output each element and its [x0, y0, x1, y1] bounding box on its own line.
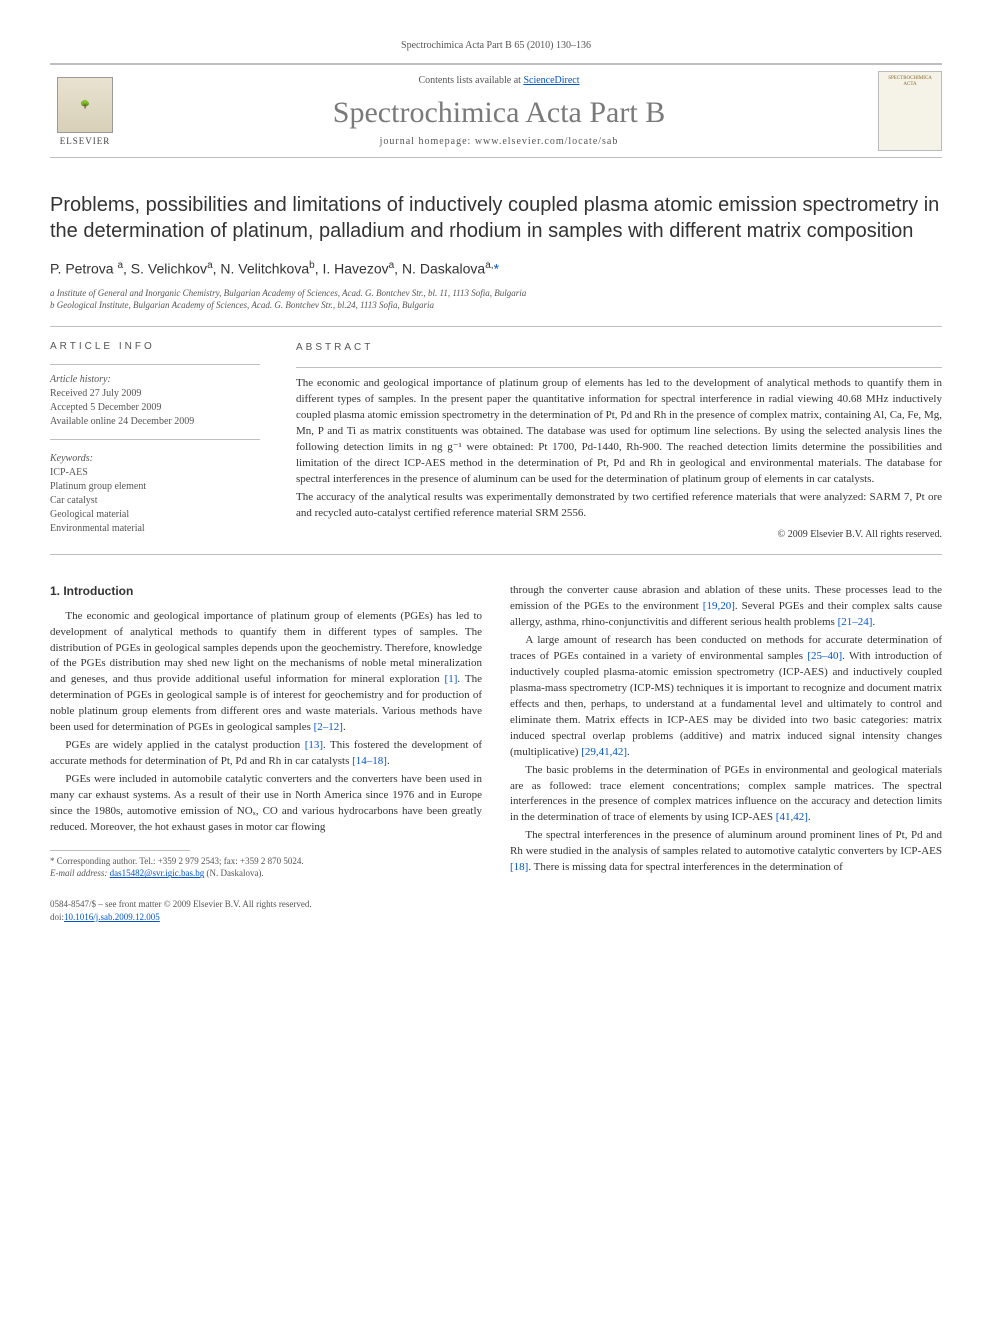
sciencedirect-link[interactable]: ScienceDirect [523, 75, 579, 86]
body-p3: PGEs were included in automobile catalyt… [50, 772, 482, 836]
doi-label: doi: [50, 912, 64, 922]
rule-bottom-meta [50, 554, 942, 555]
abstract-p2: The accuracy of the analytical results w… [296, 491, 942, 519]
ref-link-r14_18[interactable]: [14–18] [352, 755, 387, 767]
body-text: 1. Introduction The economic and geologi… [50, 583, 942, 880]
journal-header: 🌳 ELSEVIER Contents lists available at S… [50, 63, 942, 158]
abstract-copyright: © 2009 Elsevier B.V. All rights reserved… [296, 528, 942, 543]
corresponding-email-link[interactable]: das15482@svr.igic.bas.bg [110, 868, 205, 878]
journal-name: Spectrochimica Acta Part B [120, 96, 878, 130]
body-p1: The economic and geological importance o… [50, 609, 482, 737]
article-title: Problems, possibilities and limitations … [50, 192, 942, 244]
history-label: Article history: [50, 374, 111, 385]
keyword-4: Geological material [50, 509, 129, 520]
rule-info [50, 364, 260, 365]
contents-prefix: Contents lists available at [418, 75, 523, 86]
keyword-5: Environmental material [50, 523, 145, 534]
doi-link[interactable]: 10.1016/j.sab.2009.12.005 [64, 912, 160, 922]
article-info-heading: ARTICLE INFO [50, 341, 260, 352]
elsevier-tree-icon: 🌳 [57, 77, 113, 133]
rule-top [50, 326, 942, 327]
journal-homepage: journal homepage: www.elsevier.com/locat… [120, 136, 878, 147]
ref-link-r2_12[interactable]: [2–12] [314, 721, 343, 733]
affiliation-b: b Geological Institute, Bulgarian Academ… [50, 299, 942, 312]
email-label: E-mail address: [50, 868, 110, 878]
ref-link-r25_40[interactable]: [25–40] [807, 650, 842, 662]
homepage-prefix: journal homepage: [380, 136, 475, 147]
history-online: Available online 24 December 2009 [50, 416, 194, 427]
email-tail: (N. Daskalova). [204, 868, 263, 878]
page-footer: 0584-8547/$ – see front matter © 2009 El… [50, 898, 942, 923]
history-accepted: Accepted 5 December 2009 [50, 402, 161, 413]
corresponding-author: * Corresponding author. Tel.: +359 2 979… [50, 855, 482, 868]
body-p2: PGEs are widely applied in the catalyst … [50, 738, 482, 770]
history-received: Received 27 July 2009 [50, 388, 141, 399]
ref-link-r13[interactable]: [13] [305, 739, 323, 751]
ref-link-r41_42[interactable]: [41,42] [776, 811, 808, 823]
issn-line: 0584-8547/$ – see front matter © 2009 El… [50, 898, 942, 911]
keyword-2: Platinum group element [50, 481, 146, 492]
affiliation-a: a Institute of General and Inorganic Che… [50, 287, 942, 300]
cover-label: SPECTROCHIMICA ACTA [883, 76, 937, 87]
keyword-3: Car catalyst [50, 495, 97, 506]
ref-link-r18[interactable]: [18] [510, 861, 528, 873]
abstract-heading: ABSTRACT [296, 341, 942, 356]
footnote-separator [50, 850, 190, 851]
ref-link-r19_20[interactable]: [19,20] [703, 600, 735, 612]
running-head: Spectrochimica Acta Part B 65 (2010) 130… [50, 40, 942, 51]
publisher-logo: 🌳 ELSEVIER [50, 71, 120, 151]
section-1-heading: 1. Introduction [50, 583, 482, 600]
homepage-url: www.elsevier.com/locate/sab [475, 136, 619, 147]
body-p7: The spectral interferences in the presen… [510, 828, 942, 876]
ref-link-r29_41_42[interactable]: [29,41,42] [581, 746, 627, 758]
body-p6: The basic problems in the determination … [510, 763, 942, 827]
authors-line: P. Petrova a, S. Velichkova, N. Velitchk… [50, 260, 942, 277]
publisher-label: ELSEVIER [60, 136, 111, 146]
abstract-p1: The economic and geological importance o… [296, 377, 942, 485]
affiliations: a Institute of General and Inorganic Che… [50, 287, 942, 312]
body-p4: through the converter cause abrasion and… [510, 583, 942, 631]
ref-link-r1[interactable]: [1] [445, 673, 458, 685]
contents-list-line: Contents lists available at ScienceDirec… [120, 75, 878, 86]
rule-abstract [296, 367, 942, 368]
keyword-1: ICP-AES [50, 467, 88, 478]
body-p5: A large amount of research has been cond… [510, 633, 942, 761]
keywords-label: Keywords: [50, 452, 260, 466]
footnotes: * Corresponding author. Tel.: +359 2 979… [50, 855, 482, 880]
rule-history [50, 439, 260, 440]
journal-cover-thumb: SPECTROCHIMICA ACTA [878, 71, 942, 151]
ref-link-r21_24[interactable]: [21–24] [838, 616, 873, 628]
